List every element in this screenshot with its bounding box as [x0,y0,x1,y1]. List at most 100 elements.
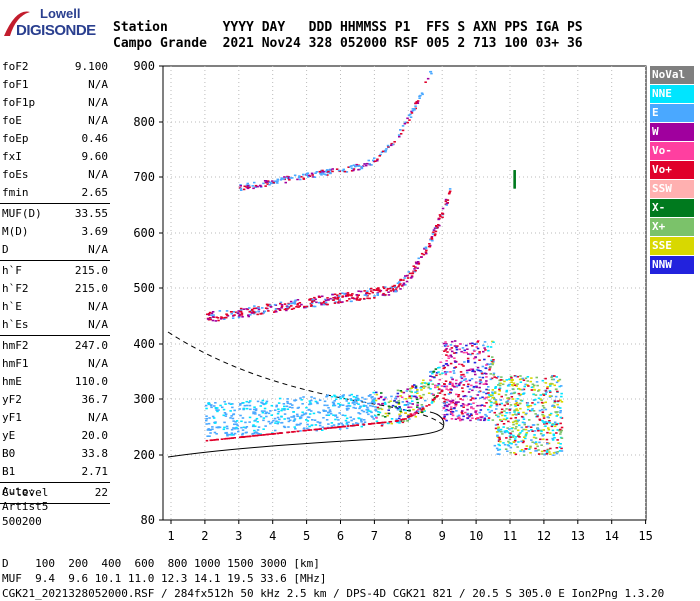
echo-point [278,397,282,400]
echo-point [448,191,451,194]
echo-point [291,177,294,179]
echo-point [490,377,494,380]
echo-point [509,451,512,454]
echo-point [276,432,280,435]
echo-point [500,376,503,378]
echo-point [305,419,308,421]
echo-point [396,389,400,392]
param-key: h`F2 [2,282,29,295]
echo-point [498,403,502,406]
echo-point [462,384,466,386]
echo-point [285,305,289,307]
echo-point [251,433,254,435]
legend-item: Vo- [650,142,694,160]
echo-point [483,405,486,407]
echo-point [256,185,259,188]
echo-point [302,173,305,176]
echo-point [514,417,517,419]
echo-point [478,351,481,353]
echo-point [462,351,466,354]
echo-point [394,290,398,293]
echo-point [386,422,390,425]
echo-point [379,422,382,424]
legend-item: NoVal [650,66,694,84]
echo-point [268,433,271,435]
echo-point [291,406,294,409]
echo-point [278,432,281,434]
echo-point [257,307,260,309]
echo-point [468,379,472,382]
echo-point [307,176,310,178]
echo-point [300,303,303,306]
echo-point [405,275,409,277]
echo-point [374,406,377,408]
echo-point [366,162,369,165]
echo-point [398,420,401,423]
echo-point [505,389,509,392]
echo-point [322,302,325,304]
echo-point [358,299,361,301]
echo-point [438,378,442,381]
echo-point [485,380,488,382]
echo-point [239,184,242,186]
echo-point [319,428,322,430]
echo-point [344,419,348,422]
echo-point [270,414,273,416]
echo-point [513,178,516,180]
echo-point [509,417,513,420]
echo-point [517,411,520,414]
echo-point [261,411,265,414]
echo-point [536,445,539,448]
echo-point [536,415,539,418]
echo-point [328,409,332,411]
echo-point [230,313,233,315]
echo-point [339,426,342,428]
echo-point [461,412,464,415]
echo-point [303,306,306,309]
echo-point [387,412,391,415]
echo-point [367,159,370,162]
echo-point [404,412,407,414]
echo-point [434,386,437,389]
echo-point [319,172,322,175]
echo-point [345,407,349,410]
echo-point [277,408,280,410]
echo-point [485,364,488,366]
echo-point [529,380,532,383]
echo-point [391,143,395,146]
echo-point [533,384,536,387]
echo-point [517,435,520,437]
echo-point [401,129,405,132]
echo-point [280,421,284,424]
echo-point [337,297,340,299]
echo-point [346,292,350,294]
echo-point [323,404,326,407]
echo-point [522,440,525,443]
echo-point [210,439,214,441]
echo-point [291,404,294,406]
echo-point [560,395,563,398]
echo-point [488,411,492,413]
echo-point [465,380,468,383]
echo-point [454,405,457,407]
echo-point [473,361,477,364]
echo-point [352,396,356,398]
echo-point [374,399,378,402]
echo-point [320,303,323,306]
echo-point [214,320,218,322]
echo-point [295,306,298,308]
echo-point [492,341,495,343]
echo-point [390,286,393,289]
echo-point [503,430,507,432]
echo-point [493,391,497,393]
echo-point [231,317,235,319]
echo-point [478,411,481,414]
echo-point [235,420,239,422]
echo-point [305,305,309,308]
param-row: yE 20.0 [0,427,110,445]
echo-point [272,181,275,184]
echo-point [453,360,457,362]
echo-point [232,315,235,317]
echo-point [537,401,540,404]
echo-point [446,371,449,373]
